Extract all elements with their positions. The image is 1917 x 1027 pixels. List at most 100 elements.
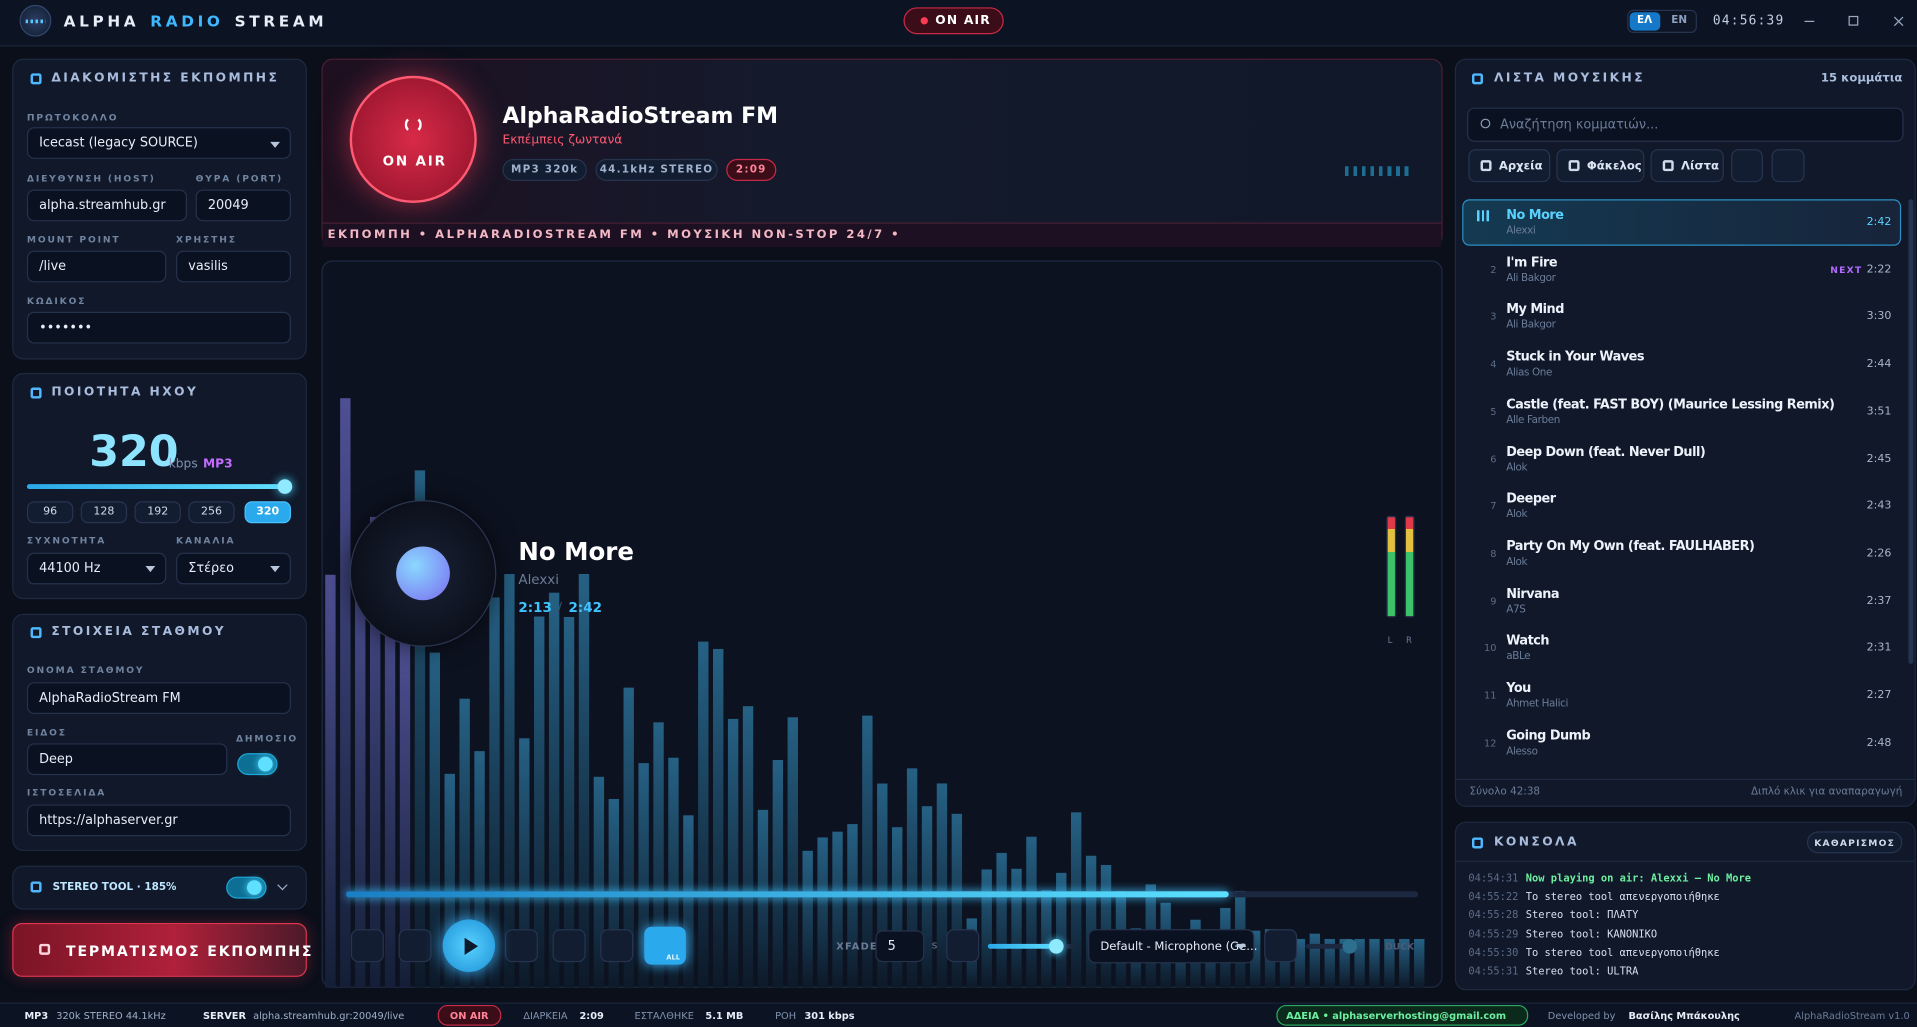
delete-button[interactable] [1771,149,1805,183]
console-time: 04:54:31 [1468,872,1519,886]
status-value: 320k STEREO 44.1kHz [56,1010,166,1022]
search-placeholder: Αναζήτηση κομματιών... [1500,117,1659,133]
track-title: No More [1506,207,1564,223]
bitrate-preset[interactable]: 320 [244,501,291,524]
save-button[interactable] [1731,149,1763,183]
mic-button[interactable] [1264,929,1298,963]
search-box[interactable] [1467,107,1904,142]
duck-label: DUCK [1385,940,1415,952]
previous-button[interactable] [398,929,432,963]
field-label: ΙΣΤΟΣΕΛΙΔΑ [26,786,107,798]
text-input[interactable]: alpha.streamhub.gr [26,189,188,222]
spectrum-bar [772,759,784,988]
spectrum-bar [742,706,754,988]
status-on-air [437,1004,502,1026]
track-count: 15 κομμάτια [1820,71,1903,85]
spectrum-bar [683,815,694,988]
console-text: Stereo tool: ΠΛΑΤΥ [1525,910,1639,923]
spectrum-bar [832,831,843,988]
field-label: ΘΥΡΑ (PORT) [195,172,284,184]
spectrum-bar [787,717,798,988]
text-input[interactable]: vasilis [176,250,291,283]
track-duration: 2:22 [1866,263,1892,276]
device-select[interactable]: Default - Microphone (Ge... [1088,929,1257,964]
field-label: ΕΙΔΟΣ [26,726,67,738]
status-label: ΡΟΗ [775,1010,797,1022]
developed-by: Developed by [1547,1010,1616,1022]
minimize[interactable] [1804,20,1815,23]
text-input[interactable]: AlphaRadioStream FM [26,682,291,714]
playlist-panel [1454,58,1916,807]
stop-broadcast-button[interactable] [12,923,307,977]
spectrum-bar [623,687,634,988]
select-input[interactable]: 44100 Hz [26,552,167,585]
maximize[interactable] [1848,15,1859,26]
bitrate-preset[interactable]: 96 [26,501,74,524]
info-chip: MP3 320k [502,158,587,181]
stop-button[interactable] [552,929,586,963]
text-input[interactable]: https://alphaserver.gr [26,804,291,837]
logo-word: RADIO [150,11,224,30]
spectrum-bar [906,768,918,988]
status-value: 2:09 [579,1010,604,1022]
bitrate-preset[interactable]: 128 [80,501,128,524]
icon [30,73,42,85]
status-label: ΕΣΤΑΛΘΗΚΕ [634,1010,694,1022]
vu-label: R [1405,635,1412,646]
repeat-button[interactable] [644,926,686,965]
spectrum-bar [444,773,455,988]
vu-label: L [1387,635,1393,646]
lang-en: EN [1671,14,1688,27]
clear-console-button[interactable]: ΚΑΘΑΡΙΣΜΟΣ [1806,831,1903,854]
console-time: 04:55:30 [1468,947,1519,960]
duck-slider[interactable] [1305,943,1358,949]
text-input[interactable]: Icecast (legacy SOURCE) [26,127,291,159]
field-label: ΔΗΜΟΣΙΟ [235,732,298,744]
field-label: ΚΑΝΑΛΙΑ [176,534,236,546]
xfade-input[interactable]: 5 [875,930,925,963]
bitrate-preset[interactable]: 192 [134,501,181,524]
bitrate-preset[interactable]: 256 [188,501,235,524]
spectrum-bar [578,573,590,988]
repeat-label: ALL [666,954,681,963]
field-label: ΔΙΕΥΘΥΝΣΗ (HOST) [26,172,156,184]
broadcast-card [321,58,1443,247]
field-label: ΚΩΔΙΚΟΣ [26,295,87,307]
slider-knob [277,479,293,494]
track-artist: Alok [1506,556,1528,569]
track-title: Deep Down (feat. Never Dull) [1506,444,1706,460]
on-air-pill [903,7,1004,35]
status-value: alpha.streamhub.gr:20049/live [253,1010,405,1022]
text-input[interactable]: Deep [26,743,228,776]
ticker-strip [322,222,1442,247]
text-input[interactable]: 20049 [195,189,291,222]
text-input[interactable]: ••••••• [26,311,291,344]
broadcast-status: Εκπέμπεις ζωντανά [502,133,623,148]
scrollbar [1908,199,1914,664]
spectrum [325,398,1425,988]
spectrum-bar [936,783,948,988]
status-on-air-text: ON AIR [449,1010,489,1022]
pause-button[interactable] [504,929,538,963]
track-artist: Alok [1506,508,1528,522]
bitrate-slider[interactable] [26,484,285,490]
playlist-button-label: Λίστα [1681,159,1720,173]
panel-title: ΛΙΣΤΑ ΜΟΥΣΙΚΗΣ [1493,71,1646,85]
field-label: ΠΡΩΤΟΚΟΛΛΟ [26,111,119,123]
on-air-dot [920,17,928,25]
playing-icon [1476,210,1490,222]
volume-slider[interactable] [987,943,1062,949]
spectrum-bar [713,648,724,988]
spectrum-bar [1294,938,1306,988]
volume-button[interactable] [946,929,980,963]
bitrate-value: 320 [89,427,179,477]
track-number: 6 [1490,453,1497,465]
track-number: 8 [1490,548,1497,560]
shuffle-button[interactable] [350,929,384,963]
next-button[interactable] [600,929,634,963]
icon [30,387,42,399]
track-row-active[interactable] [1462,199,1902,246]
text-input[interactable]: /live [26,250,167,283]
playlist-button[interactable] [1650,149,1724,183]
track-duration: 2:26 [1866,547,1892,560]
